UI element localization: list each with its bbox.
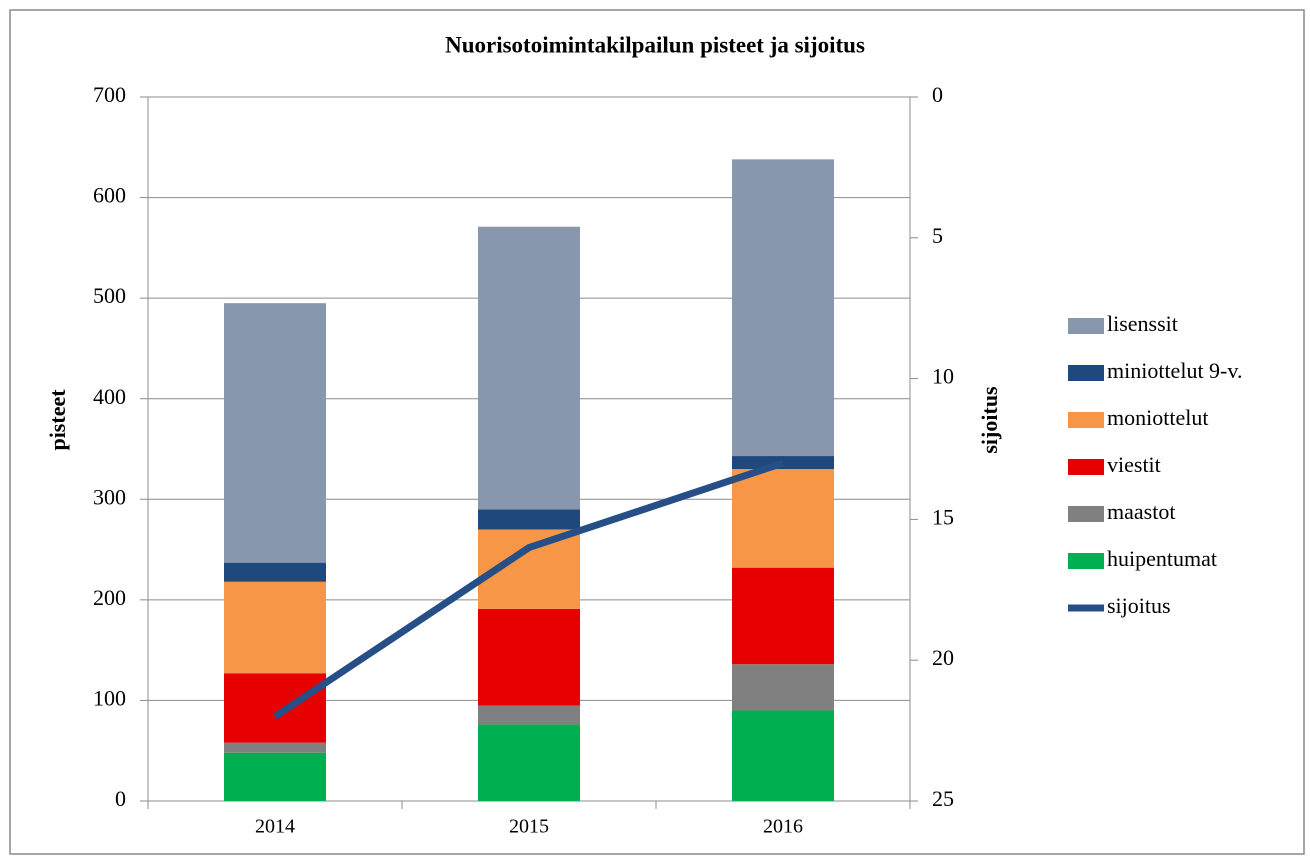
y-axis-label: pisteet [45, 389, 70, 451]
bar-segment [478, 724, 580, 801]
bar-segment [478, 226, 580, 510]
bar-segment [224, 742, 326, 753]
legend-label: huipentumat [1107, 546, 1217, 571]
bar-segment [732, 664, 834, 711]
x-tick-label: 2014 [255, 816, 295, 838]
bar-segment [478, 509, 580, 530]
legend-label: moniottelut [1107, 405, 1208, 430]
y-tick-label: 200 [93, 585, 126, 610]
y2-tick-label: 20 [932, 645, 954, 670]
y-tick-label: 700 [93, 82, 126, 107]
legend-swatch [1068, 318, 1104, 334]
bar-segment [732, 456, 834, 470]
chart-title: Nuorisotoimintakilpailun pisteet ja sijo… [445, 32, 865, 57]
bar-segment [224, 303, 326, 563]
bar-segment [478, 608, 580, 706]
line-series [273, 459, 785, 720]
x-tick-label: 2016 [763, 816, 803, 838]
bar-segment [732, 567, 834, 665]
bar-segment [224, 673, 326, 743]
legend-label: viestit [1107, 452, 1161, 477]
bar-segment [224, 752, 326, 801]
bar-segment [732, 710, 834, 801]
x-tick-label: 2015 [509, 816, 549, 838]
legend-label: miniottelut 9-v. [1107, 358, 1242, 383]
legend-swatch [1068, 506, 1104, 522]
chart-frame [9, 9, 1305, 855]
y2-tick-label: 25 [932, 786, 954, 811]
y-tick-label: 400 [93, 384, 126, 409]
legend-swatch [1068, 553, 1104, 569]
y-tick-label: 0 [115, 786, 126, 811]
legend-label: lisenssit [1107, 311, 1178, 336]
y2-tick-label: 0 [932, 82, 943, 107]
y2-tick-label: 5 [932, 223, 943, 248]
bar-segment [224, 562, 326, 582]
y-tick-label: 500 [93, 283, 126, 308]
bar-segment [732, 469, 834, 568]
bar-segment [478, 705, 580, 725]
y2-tick-label: 15 [932, 504, 954, 529]
bar-segment [224, 581, 326, 674]
y-tick-label: 100 [93, 685, 126, 710]
y-tick-label: 300 [93, 484, 126, 509]
legend-swatch [1068, 365, 1104, 381]
legend-label: maastot [1107, 499, 1175, 524]
bar-segment [732, 159, 834, 457]
legend-swatch [1068, 412, 1104, 428]
y2-tick-label: 10 [932, 364, 954, 389]
y-tick-label: 600 [93, 183, 126, 208]
legend-swatch [1068, 459, 1104, 475]
legend-label: sijoitus [1107, 593, 1171, 618]
y2-axis-label: sijoitus [977, 386, 1002, 454]
